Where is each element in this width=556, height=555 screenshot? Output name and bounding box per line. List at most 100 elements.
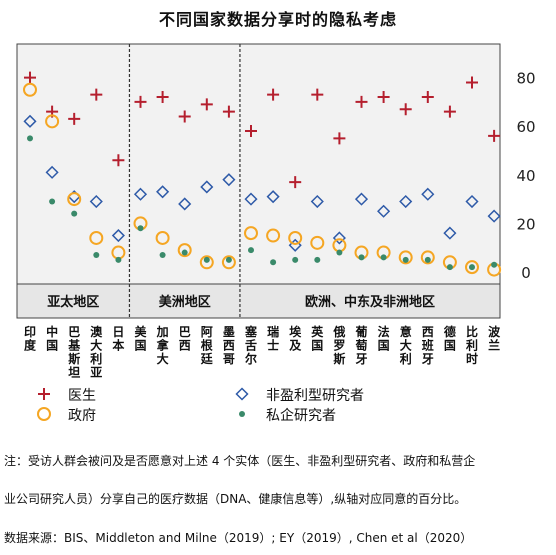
data-point-circle bbox=[23, 82, 37, 97]
x-category-label: 国 bbox=[378, 339, 390, 353]
x-category-label: 日 bbox=[112, 325, 124, 339]
data-point-plus bbox=[134, 95, 147, 108]
x-category-label: 中 bbox=[46, 324, 58, 339]
data-point-plus bbox=[267, 88, 280, 101]
data-point-plus bbox=[178, 110, 191, 123]
region-label: 亚太地区 bbox=[47, 294, 99, 310]
data-point-dot bbox=[248, 247, 254, 254]
x-category-label: 萄 bbox=[354, 338, 367, 353]
data-point-diamond bbox=[421, 187, 435, 201]
data-point-plus bbox=[377, 91, 390, 104]
data-point-circle bbox=[221, 255, 236, 270]
x-category-label: 利 bbox=[466, 338, 478, 353]
data-point-plus bbox=[112, 154, 125, 167]
data-point-circle bbox=[266, 228, 281, 243]
x-category-label: 度 bbox=[24, 338, 37, 353]
data-point-diamond bbox=[200, 180, 214, 194]
data-point-circle bbox=[89, 230, 104, 245]
data-point-circle bbox=[465, 260, 479, 275]
x-category-label: 西 bbox=[179, 339, 191, 353]
x-category-label: 大 bbox=[157, 351, 169, 366]
y-tick-label: 60 bbox=[516, 118, 535, 136]
x-category-label: 舌 bbox=[245, 338, 257, 353]
x-category-label: 巴 bbox=[179, 325, 191, 339]
x-category-label: 士 bbox=[267, 338, 279, 353]
data-point-plus bbox=[68, 112, 81, 125]
data-point-dot bbox=[159, 251, 166, 258]
x-category-label: 斯 bbox=[333, 351, 345, 366]
note-line-1: 注：受访人群会被问及是否愿意对上述 4 个实体（医生、非盈利型研究者、政府和私营… bbox=[4, 454, 476, 468]
x-category-label: 葡 bbox=[354, 324, 367, 339]
x-category-label: 意 bbox=[400, 324, 412, 339]
legend-marker-plus bbox=[38, 388, 50, 400]
data-point-circle bbox=[310, 235, 325, 250]
x-category-label: 国 bbox=[444, 339, 456, 353]
legend-label: 医生 bbox=[68, 388, 96, 404]
data-point-dot bbox=[292, 256, 299, 263]
data-point-dot bbox=[93, 251, 100, 258]
x-category-label: 罗 bbox=[333, 338, 345, 353]
x-category-label: 英 bbox=[311, 324, 324, 339]
x-category-label: 俄 bbox=[332, 324, 345, 339]
x-category-label: 埃 bbox=[289, 324, 302, 339]
data-point-plus bbox=[355, 95, 368, 108]
x-category-label: 印 bbox=[24, 325, 36, 339]
x-category-label: 班 bbox=[422, 338, 434, 353]
x-category-label: 国 bbox=[134, 339, 146, 353]
data-point-diamond bbox=[111, 228, 125, 243]
data-point-dot bbox=[71, 210, 78, 217]
x-category-label: 塞 bbox=[245, 324, 258, 339]
data-point-circle bbox=[199, 255, 214, 270]
data-point-dot bbox=[380, 254, 387, 261]
data-point-circle bbox=[45, 114, 60, 129]
x-category-label: 利 bbox=[400, 351, 412, 366]
x-category-label: 法 bbox=[378, 324, 390, 339]
x-category-label: 波 bbox=[488, 324, 501, 339]
legend-marker-dot bbox=[239, 411, 245, 417]
data-point-dot bbox=[314, 256, 321, 263]
y-tick-label: 40 bbox=[516, 167, 535, 185]
x-category-label: 时 bbox=[466, 351, 478, 366]
x-category-label: 基 bbox=[67, 338, 81, 353]
data-point-diamond bbox=[266, 190, 280, 204]
plot-border bbox=[16, 43, 501, 319]
plot-background bbox=[17, 44, 500, 284]
data-point-diamond bbox=[487, 209, 501, 223]
data-point-circle bbox=[398, 250, 413, 265]
data-point-diamond bbox=[465, 194, 479, 209]
legend-marker-circle bbox=[37, 407, 51, 421]
data-point-circle bbox=[67, 192, 82, 207]
x-category-label: 国 bbox=[311, 339, 323, 353]
data-point-circle bbox=[288, 230, 303, 245]
data-point-plus bbox=[289, 176, 302, 189]
legend-label: 私企研究者 bbox=[266, 407, 336, 424]
x-category-label: 牙 bbox=[355, 352, 367, 366]
data-point-circle bbox=[177, 243, 192, 258]
x-category-label: 斯 bbox=[68, 351, 80, 366]
legend-marker-diamond bbox=[235, 387, 249, 401]
x-category-label: 墨 bbox=[223, 325, 235, 339]
x-category-label: 加 bbox=[156, 324, 169, 339]
legend-label: 政府 bbox=[68, 408, 96, 424]
data-point-dot bbox=[446, 264, 453, 271]
data-point-diamond bbox=[443, 226, 457, 240]
x-category-label: 本 bbox=[112, 338, 124, 353]
data-point-plus bbox=[466, 76, 478, 89]
data-point-dot bbox=[115, 256, 122, 263]
data-point-diamond bbox=[244, 192, 258, 206]
data-point-diamond bbox=[178, 197, 192, 211]
data-point-diamond bbox=[377, 204, 391, 218]
data-point-circle bbox=[244, 226, 258, 241]
data-point-diamond bbox=[310, 194, 324, 209]
data-point-diamond bbox=[156, 185, 170, 199]
data-point-plus bbox=[24, 71, 36, 84]
data-point-dot bbox=[181, 249, 188, 256]
data-point-diamond bbox=[89, 194, 103, 209]
x-category-label: 亚 bbox=[90, 366, 102, 380]
x-category-label: 巴 bbox=[68, 325, 80, 339]
data-source: 数据来源：BIS、Middleton and Milne（2019）; EY（2… bbox=[4, 531, 473, 545]
data-point-plus bbox=[488, 129, 501, 142]
x-category-label: 尔 bbox=[245, 351, 257, 366]
data-point-diamond bbox=[133, 187, 148, 201]
data-point-plus bbox=[399, 103, 412, 116]
